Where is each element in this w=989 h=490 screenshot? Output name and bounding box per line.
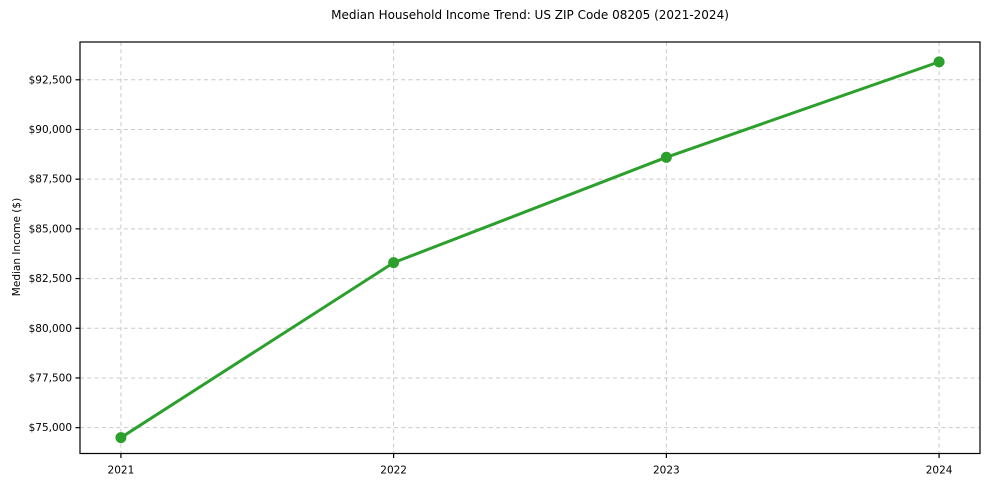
y-tick-label: $77,500 [29,372,72,384]
x-tick-label: 2023 [653,465,680,477]
y-tick-label: $80,000 [29,323,72,335]
x-tick-label: 2021 [108,465,135,477]
y-tick-label: $85,000 [29,223,72,235]
data-point-marker [115,432,127,444]
x-tick-label: 2024 [926,465,953,477]
chart-title: Median Household Income Trend: US ZIP Co… [331,8,729,22]
y-tick-label: $92,500 [29,74,72,86]
x-tick-label: 2022 [380,465,407,477]
data-point-marker [660,151,672,163]
data-point-marker [933,56,945,68]
plot-border [79,41,981,455]
y-tick-label: $87,500 [29,174,72,186]
trend-line [119,60,941,440]
y-tick-label: $82,500 [29,273,72,285]
y-tick-label: $75,000 [29,422,72,434]
y-tick-label: $90,000 [29,124,72,136]
data-point-marker [388,257,400,269]
